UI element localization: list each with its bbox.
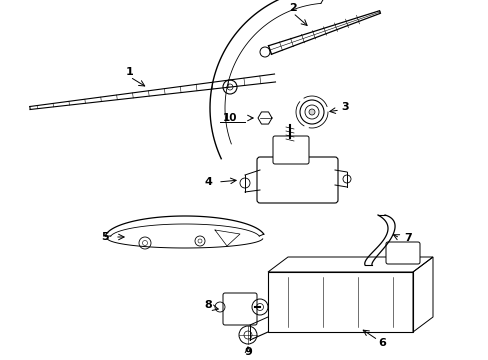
Text: 2: 2 (288, 3, 296, 13)
Text: 4: 4 (203, 177, 211, 187)
Text: 10: 10 (223, 113, 237, 123)
FancyBboxPatch shape (272, 136, 308, 164)
Text: 1: 1 (126, 67, 134, 77)
Bar (267, 272, 412, 332)
Text: 6: 6 (377, 338, 385, 348)
FancyBboxPatch shape (257, 157, 337, 203)
Text: 9: 9 (244, 347, 251, 357)
Text: 3: 3 (341, 102, 348, 112)
Circle shape (308, 109, 314, 115)
Text: 7: 7 (403, 233, 411, 243)
FancyBboxPatch shape (385, 242, 419, 264)
Text: 8: 8 (203, 300, 211, 310)
Text: 5: 5 (101, 232, 109, 242)
FancyBboxPatch shape (223, 293, 257, 325)
